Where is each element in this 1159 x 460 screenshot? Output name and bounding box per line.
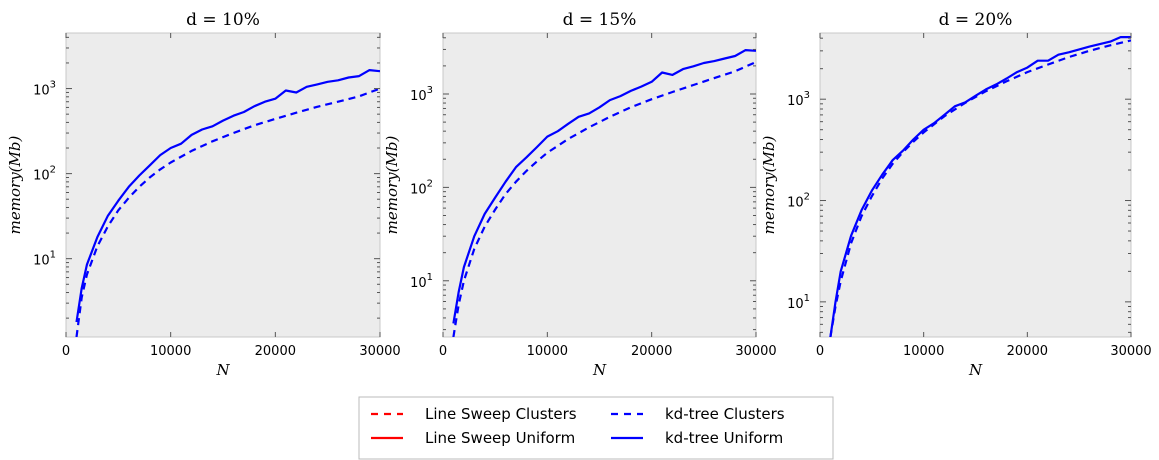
x-axis-label: N xyxy=(215,361,230,379)
y-tick-label: 101 xyxy=(410,272,433,291)
y-axis-label: memory(Mb) xyxy=(6,136,24,235)
x-tick-label: 0 xyxy=(62,344,70,359)
y-axis-label: memory(Mb) xyxy=(383,136,401,235)
x-tick-label: 20000 xyxy=(631,344,672,359)
panel-title: d = 15% xyxy=(563,10,637,30)
y-tick-label: 103 xyxy=(410,85,433,104)
series-line-kd-tree-clusters xyxy=(452,60,756,337)
series-line-kd-tree-clusters xyxy=(829,39,1131,337)
series-line-kd-tree-uniform xyxy=(75,69,380,323)
x-tick-label: 0 xyxy=(439,344,447,359)
chart-panel-2: 0 10000 20000 30000 101 102 103 d = 15% Nmemory(… xyxy=(383,10,777,379)
y-tick-label: 102 xyxy=(787,192,810,211)
plot-area xyxy=(442,32,757,338)
plot-area xyxy=(65,32,381,338)
x-axis-label: N xyxy=(592,361,607,379)
legend-label: Line Sweep Uniform xyxy=(425,429,575,447)
y-tick-label: 103 xyxy=(787,90,810,109)
x-tick-label: 10000 xyxy=(150,344,191,359)
x-tick-label: 10000 xyxy=(903,344,944,359)
y-axis-label: memory(Mb) xyxy=(760,136,778,235)
x-tick-label: 20000 xyxy=(1007,344,1048,359)
legend-label: Line Sweep Clusters xyxy=(425,405,577,423)
chart-panel-3: 0 10000 20000 30000 101 102 103 d = 20% Nmemory(… xyxy=(760,10,1152,379)
x-axis-label: N xyxy=(968,361,983,379)
x-tick-label: 30000 xyxy=(1110,344,1151,359)
series-line-kd-tree-clusters xyxy=(75,87,380,337)
legend-box xyxy=(358,396,834,460)
panel-title: d = 10% xyxy=(186,10,260,30)
y-tick-label: 102 xyxy=(410,178,433,197)
x-tick-label: 30000 xyxy=(359,344,400,359)
legend: Line Sweep Clusters Line Sweep Uniform kd-… xyxy=(358,396,834,460)
series-line-kd-tree-uniform xyxy=(452,49,756,324)
x-tick-label: 30000 xyxy=(735,344,776,359)
y-tick-label: 101 xyxy=(787,293,810,312)
chart-panel-1: 0 10000 20000 30000 101 102 103 d = 10% Nmemory(… xyxy=(6,10,401,379)
x-tick-label: 0 xyxy=(816,344,824,359)
y-tick-label: 101 xyxy=(33,250,56,269)
legend-label: kd-tree Uniform xyxy=(665,429,783,447)
panel-title: d = 20% xyxy=(939,10,1013,30)
x-tick-label: 20000 xyxy=(255,344,296,359)
y-tick-label: 103 xyxy=(33,80,56,99)
x-tick-label: 10000 xyxy=(527,344,568,359)
legend-label: kd-tree Clusters xyxy=(665,405,785,423)
y-tick-label: 102 xyxy=(33,165,56,184)
series-line-kd-tree-uniform xyxy=(829,36,1131,337)
plot-area xyxy=(819,32,1132,338)
